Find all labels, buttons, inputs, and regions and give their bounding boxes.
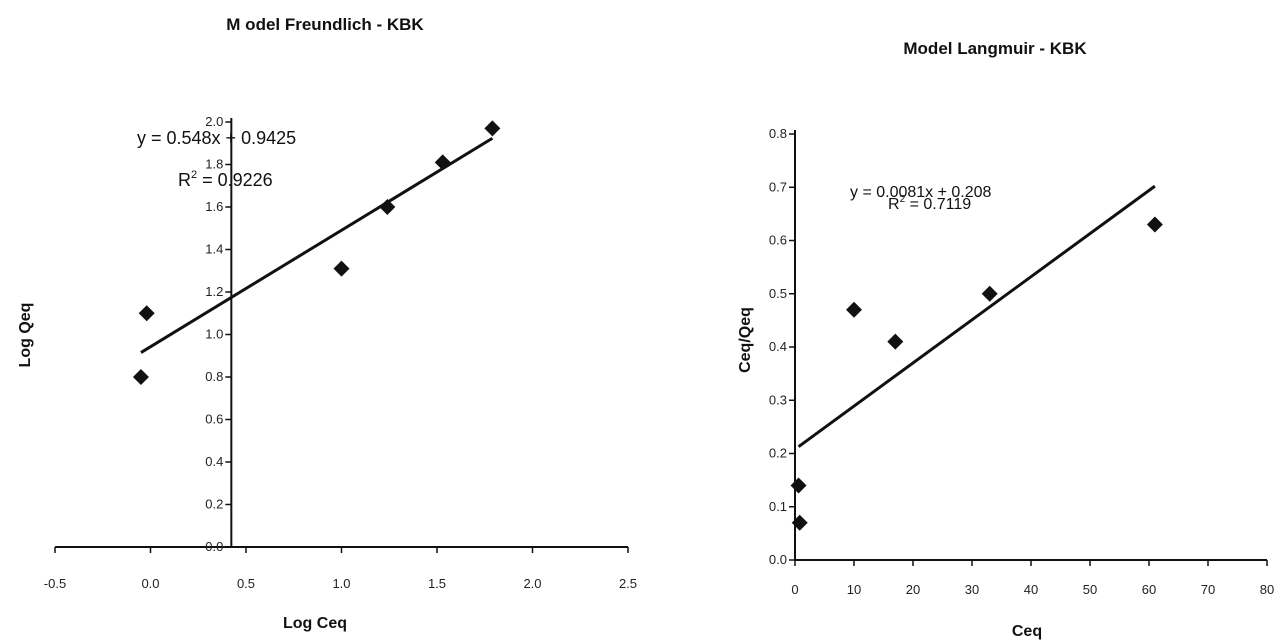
x-tick-label: 0.5 [237, 576, 255, 591]
r-squared-label: R2 = 0.7119 [888, 194, 971, 213]
x-tick-label: 0 [791, 582, 798, 597]
data-point [484, 120, 501, 137]
y-tick-label: 2.0 [205, 114, 223, 129]
data-point [790, 477, 807, 494]
y-tick-label: 1.4 [205, 242, 223, 257]
x-tick-label: 70 [1201, 582, 1215, 597]
y-tick-label: 0.6 [205, 412, 223, 427]
y-tick-label: 0.6 [769, 233, 787, 248]
langmuir-chart: Model Langmuir - KBK Ceq Ceq/Qeq y = 0.0… [737, 39, 1274, 640]
x-tick-label: 2.0 [523, 576, 541, 591]
y-tick-label: 0.2 [769, 446, 787, 461]
data-point [333, 260, 350, 277]
y-tick-label: 0.0 [205, 539, 223, 554]
x-tick-label: 60 [1142, 582, 1156, 597]
y-tick-label: 0.8 [205, 369, 223, 384]
y-tick-label: 0.1 [769, 499, 787, 514]
trendline [797, 184, 1156, 448]
x-tick-label: 40 [1024, 582, 1038, 597]
data-point [887, 333, 904, 350]
data-point [981, 285, 998, 302]
trendline-equation: y = 0.0081x + 0.208 [850, 184, 992, 201]
y-tick-label: 0.8 [769, 126, 787, 141]
y-tick-label: 0.7 [769, 179, 787, 194]
y-tick-label: 1.6 [205, 199, 223, 214]
data-point [791, 514, 808, 531]
y-axis-title: Log Qeq [17, 303, 34, 368]
x-tick-label: 30 [965, 582, 979, 597]
x-tick-label: -0.5 [44, 576, 66, 591]
x-axis-title: Log Ceq [283, 615, 347, 632]
trendline [140, 136, 494, 354]
y-tick-label: 0.4 [205, 454, 223, 469]
x-tick-label: 1.5 [428, 576, 446, 591]
data-point [132, 369, 149, 385]
x-tick-label: 80 [1260, 582, 1274, 597]
chart-title: Model Langmuir - KBK [903, 39, 1087, 58]
y-axis-title: Ceq/Qeq [737, 307, 754, 373]
x-tick-label: 2.5 [619, 576, 637, 591]
y-tick-label: 0.5 [769, 286, 787, 301]
y-tick-label: 0.2 [205, 497, 223, 512]
data-point [846, 301, 862, 318]
x-tick-label: 20 [906, 582, 920, 597]
chart-title: M odel Freundlich - KBK [226, 15, 424, 34]
y-tick-label: 0.3 [769, 392, 787, 407]
x-tick-label: 50 [1083, 582, 1097, 597]
x-axis-title: Ceq [1012, 623, 1042, 640]
y-tick-label: 0.0 [769, 552, 787, 567]
data-point [138, 305, 155, 322]
y-tick-label: 1.2 [205, 284, 223, 299]
x-tick-label: 10 [847, 582, 861, 597]
y-tick-label: 1.8 [205, 157, 223, 172]
trendline-equation: y = 0.548x + 0.9425 [137, 128, 296, 148]
data-point [1146, 216, 1163, 233]
y-tick-label: 0.4 [769, 339, 787, 354]
data-point [434, 154, 451, 171]
x-tick-label: 0.0 [141, 576, 159, 591]
data-point [379, 199, 396, 215]
freundlich-chart: M odel Freundlich - KBK Log Ceq Log Qeq … [17, 15, 637, 632]
r-squared-label: R2 = 0.9226 [178, 169, 273, 190]
x-tick-label: 1.0 [332, 576, 350, 591]
y-tick-label: 1.0 [205, 327, 223, 342]
